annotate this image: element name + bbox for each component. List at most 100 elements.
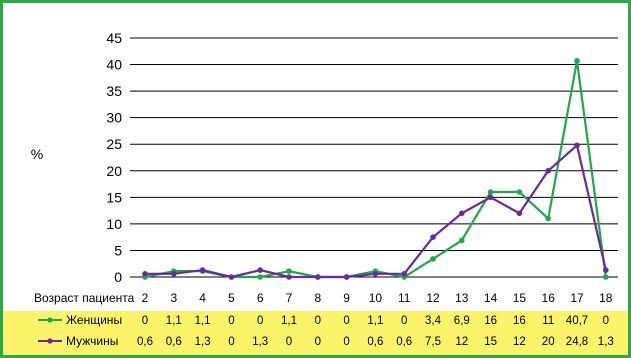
x-tick-label: 3 bbox=[170, 291, 177, 305]
grid-lines bbox=[130, 37, 618, 278]
data-point bbox=[286, 268, 292, 274]
legend-label: Женщины bbox=[66, 313, 122, 327]
table-cell: 0,6 bbox=[367, 336, 383, 348]
x-tick-label: 11 bbox=[398, 291, 411, 305]
x-tick-label: 17 bbox=[570, 291, 584, 305]
data-point bbox=[401, 271, 408, 277]
data-table: Женщины 0 1,1 1,1 0 0 1,1 0 0 1,1 0 3,4 6,9 16 16 11 40,… bbox=[38, 313, 614, 348]
table-cell: 1,1 bbox=[281, 315, 297, 327]
series-line bbox=[144, 59, 607, 279]
y-tick-label: 5 bbox=[114, 242, 122, 258]
table-cell: 1,3 bbox=[252, 336, 268, 348]
data-point bbox=[459, 237, 465, 244]
data-point bbox=[372, 271, 379, 277]
y-tick-label: 30 bbox=[106, 110, 122, 126]
table-cell: 0 bbox=[315, 336, 321, 348]
table-cell: 1,3 bbox=[598, 336, 614, 348]
data-point bbox=[199, 267, 206, 273]
table-background-band bbox=[3, 311, 628, 355]
data-point bbox=[516, 189, 523, 195]
x-tick-label: 14 bbox=[484, 291, 498, 305]
data-point bbox=[315, 274, 321, 280]
x-tick-label: 18 bbox=[599, 291, 613, 305]
table-cell: 20 bbox=[542, 336, 555, 348]
x-tick-label: 15 bbox=[513, 291, 527, 305]
data-point bbox=[487, 194, 494, 201]
data-point bbox=[430, 234, 436, 240]
data-point bbox=[574, 58, 580, 64]
series-line bbox=[145, 144, 607, 279]
table-cell: 0 bbox=[257, 315, 263, 327]
x-tick-label: 8 bbox=[314, 291, 321, 305]
x-tick-label: 12 bbox=[426, 291, 440, 305]
table-cell: 16 bbox=[484, 315, 497, 327]
data-point bbox=[257, 267, 264, 273]
x-tick-label: 10 bbox=[369, 291, 383, 305]
data-point bbox=[603, 267, 609, 273]
y-tick-label: 45 bbox=[106, 30, 122, 46]
table-cell: 0 bbox=[343, 336, 349, 348]
x-tick-label: 16 bbox=[542, 291, 556, 305]
data-point bbox=[459, 210, 465, 217]
table-cell: 0 bbox=[315, 315, 321, 327]
x-axis-ticks: 2 3 4 5 6 7 8 9 10 11 12 13 14 15 16 17 18 bbox=[142, 291, 613, 305]
data-point bbox=[142, 271, 148, 277]
table-cell: 0,6 bbox=[166, 336, 182, 348]
table-cell: 0 bbox=[228, 336, 234, 348]
table-cell: 3,4 bbox=[425, 315, 442, 327]
x-tick-label: 2 bbox=[142, 291, 149, 305]
table-cell: 0 bbox=[343, 315, 349, 327]
table-cell: 1,1 bbox=[166, 315, 182, 327]
x-tick-label: 6 bbox=[257, 291, 264, 305]
table-cell: 0 bbox=[603, 315, 609, 327]
table-cell: 11 bbox=[542, 315, 554, 327]
table-cell: 12 bbox=[455, 336, 468, 348]
x-tick-label: 9 bbox=[343, 291, 350, 305]
table-cell: 24,8 bbox=[566, 336, 588, 348]
x-tick-label: 13 bbox=[455, 291, 469, 305]
table-cell: 40,7 bbox=[566, 315, 588, 327]
table-cell: 6,9 bbox=[454, 315, 470, 327]
y-tick-label: 15 bbox=[106, 189, 122, 205]
table-cell: 0,6 bbox=[396, 336, 412, 348]
data-point bbox=[545, 215, 551, 222]
table-cell: 1,1 bbox=[367, 315, 383, 327]
x-tick-label: 7 bbox=[286, 291, 293, 305]
data-point bbox=[228, 274, 235, 280]
data-point bbox=[487, 189, 494, 195]
table-cell: 1,1 bbox=[195, 315, 211, 327]
series-lines bbox=[142, 58, 609, 280]
table-cell: 7,5 bbox=[425, 336, 441, 348]
data-point bbox=[603, 274, 609, 280]
data-point bbox=[286, 274, 292, 280]
table-cell: 0 bbox=[401, 315, 407, 327]
data-point bbox=[343, 274, 350, 280]
y-tick-label: 20 bbox=[106, 163, 122, 179]
x-axis-label: Возраст пациента bbox=[34, 291, 135, 305]
y-axis-ticks: 0 5 10 15 20 25 30 35 40 45 bbox=[106, 30, 122, 285]
legend-label: Мужчины bbox=[66, 334, 118, 348]
y-tick-label: 10 bbox=[106, 216, 122, 232]
data-table-background bbox=[3, 311, 628, 355]
table-cell: 1,3 bbox=[195, 336, 211, 348]
data-point bbox=[574, 142, 580, 149]
data-point bbox=[545, 167, 551, 174]
data-point bbox=[430, 256, 436, 262]
y-tick-label: 35 bbox=[106, 83, 122, 99]
table-cell: 0 bbox=[142, 315, 148, 327]
y-axis-label: % bbox=[31, 146, 43, 162]
data-point bbox=[516, 210, 523, 217]
legend-marker bbox=[47, 317, 53, 323]
table-cell: 0 bbox=[228, 315, 234, 327]
x-tick-label: 4 bbox=[199, 291, 206, 305]
y-tick-label: 40 bbox=[106, 57, 122, 73]
table-cell: 0,6 bbox=[137, 336, 153, 348]
table-cell: 0 bbox=[286, 336, 292, 348]
table-cell: 16 bbox=[513, 315, 526, 327]
legend-marker bbox=[47, 338, 53, 344]
table-cell: 12 bbox=[513, 336, 526, 348]
y-tick-label: 0 bbox=[114, 269, 122, 285]
data-point bbox=[171, 271, 177, 277]
